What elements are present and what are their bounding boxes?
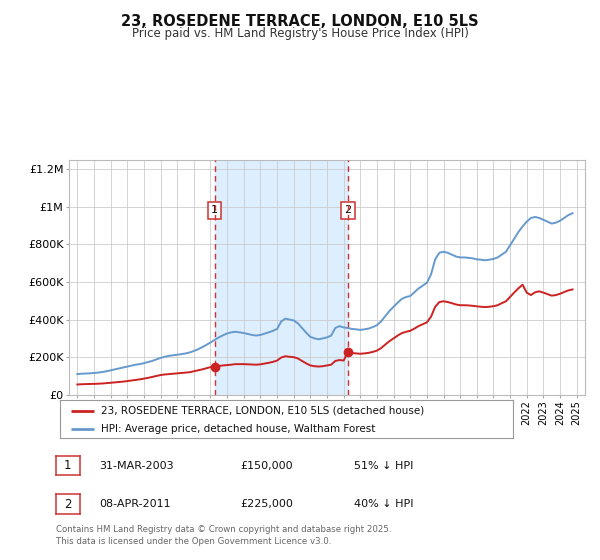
Text: £150,000: £150,000 <box>240 461 293 471</box>
Text: 2: 2 <box>64 497 71 511</box>
Text: 51% ↓ HPI: 51% ↓ HPI <box>354 461 413 471</box>
Text: 2: 2 <box>344 206 352 216</box>
Text: Price paid vs. HM Land Registry's House Price Index (HPI): Price paid vs. HM Land Registry's House … <box>131 27 469 40</box>
Text: 40% ↓ HPI: 40% ↓ HPI <box>354 499 413 509</box>
Text: £225,000: £225,000 <box>240 499 293 509</box>
Text: Contains HM Land Registry data © Crown copyright and database right 2025.
This d: Contains HM Land Registry data © Crown c… <box>56 525 391 546</box>
Text: 1: 1 <box>211 206 218 216</box>
Text: 08-APR-2011: 08-APR-2011 <box>99 499 170 509</box>
Text: HPI: Average price, detached house, Waltham Forest: HPI: Average price, detached house, Walt… <box>101 423 375 433</box>
Text: 23, ROSEDENE TERRACE, LONDON, E10 5LS (detached house): 23, ROSEDENE TERRACE, LONDON, E10 5LS (d… <box>101 406 424 416</box>
Text: 1: 1 <box>64 459 71 473</box>
Text: 23, ROSEDENE TERRACE, LONDON, E10 5LS: 23, ROSEDENE TERRACE, LONDON, E10 5LS <box>121 14 479 29</box>
Text: 31-MAR-2003: 31-MAR-2003 <box>99 461 173 471</box>
Bar <box>215 160 348 395</box>
